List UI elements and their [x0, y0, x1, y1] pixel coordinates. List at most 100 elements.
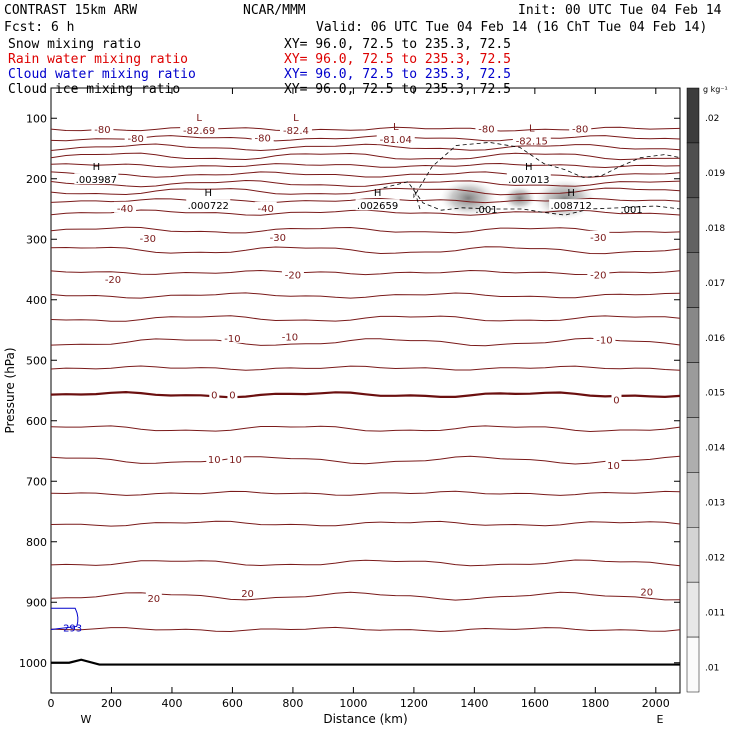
extremum-value: -82.4 [283, 126, 309, 137]
temperature-contour-line [50, 292, 681, 299]
x-tick-label: 800 [282, 697, 303, 710]
extremum-marker: L [293, 113, 299, 124]
x-tick-label: 400 [161, 697, 182, 710]
colorbar-label: .02 [705, 114, 719, 124]
field-name: Cloud ice mixing ratio [8, 82, 180, 97]
contour-label-bg [145, 592, 162, 604]
extremum-marker: L [196, 113, 202, 124]
contour-label-bg [281, 268, 304, 280]
contour-label-bg [114, 201, 137, 213]
colorbar-segment [686, 417, 700, 473]
contour-label-bg [605, 458, 622, 470]
temperature-contour-label: -30 [140, 234, 156, 245]
center-label: NCAR/MMM [243, 3, 306, 18]
snow-blob [503, 186, 536, 211]
cloud-ice-label: .001 [475, 205, 497, 216]
temperature-contour-line [50, 143, 681, 152]
colorbar-label: .012 [705, 553, 725, 563]
cloud-water-contour [50, 607, 79, 630]
temperature-contour-label: -40 [258, 204, 274, 215]
temperature-contour-label: -80 [255, 134, 271, 145]
y-tick-label: 800 [26, 536, 47, 549]
x-tick-label: 600 [222, 697, 243, 710]
colorbar-label: .019 [705, 169, 725, 179]
temperature-contour-line [50, 559, 681, 567]
extremum-value: .003987 [76, 175, 117, 186]
y-tick-label: 200 [26, 173, 47, 186]
contour-label-bg [221, 331, 244, 343]
colorbar-label: .015 [705, 389, 725, 399]
temperature-contour-label: -10 [282, 333, 298, 344]
colorbar: .02 .019 .018 .017 .016 .015 .014 .013 .012 .011.… [686, 85, 728, 693]
colorbar-segment [686, 87, 700, 144]
contour-label-bg [569, 122, 592, 134]
cloud-ice-contour [383, 141, 681, 216]
temperature-contour-line [50, 135, 681, 142]
temperature-contour-line [50, 591, 681, 601]
extremum-value: -82.15 [516, 136, 548, 147]
contour-label-bg [101, 273, 124, 285]
init-time: Init: 00 UTC Tue 04 Feb 14 [518, 3, 722, 18]
temperature-contour-label: -10 [596, 336, 612, 347]
colorbar-segment [686, 527, 700, 583]
temperature-contour-line [50, 152, 681, 161]
x-tick-label: 200 [101, 697, 122, 710]
extremum-value: .002659 [357, 201, 398, 212]
y-tick-label: 900 [26, 596, 47, 609]
field-xy: XY= 96.0, 72.5 to 235.3, 72.5 [284, 52, 511, 67]
x-tick-label: 1400 [460, 697, 488, 710]
plot-area: -80 -80 -80 -80 -80 -30 -30 -30 -40 -40 -20 -20 -20 -… [3, 87, 681, 726]
field-xy: XY= 96.0, 72.5 to 235.3, 72.5 [284, 67, 511, 82]
temperature-contour-label: -80 [128, 134, 144, 145]
extremum-marker: H [525, 162, 533, 173]
temperature-contour-label: 20 [640, 587, 653, 598]
extremum-label-bg [279, 124, 312, 136]
extremum-value: .008712 [550, 201, 591, 212]
east-label: E [657, 713, 664, 726]
field-xy: XY= 96.0, 72.5 to 235.3, 72.5 [284, 82, 511, 97]
contour-label-bg [227, 452, 244, 464]
temperature-contour-label: -20 [105, 275, 121, 286]
contour-label-bg [91, 123, 114, 135]
cloud-ice-contour-line [383, 181, 681, 216]
temperature-contour-line [50, 179, 681, 188]
contour-labels: -80 -80 -80 -80 -80 -30 -30 -30 -40 -40 -20 -20 -20 -… [63, 113, 655, 635]
x-tick-label: 1000 [339, 697, 367, 710]
contour-label-bg [638, 585, 655, 597]
contour-label-bg [251, 131, 274, 143]
colorbar-label: .011 [705, 608, 725, 618]
temperature-contour-line [50, 162, 681, 169]
temperature-contour-line [50, 226, 681, 234]
y-tick-label: 700 [26, 475, 47, 488]
colorbar-segment [686, 307, 700, 363]
extremum-label-bg [74, 173, 119, 185]
extremum-label-bg [512, 134, 551, 146]
extremum-label-bg [506, 173, 551, 185]
temperature-contour-line [50, 425, 681, 433]
temperature-contour-label: 20 [241, 589, 254, 600]
temperature-contour-line [50, 269, 681, 276]
figure-title: CONTRAST 15km ARW [4, 3, 137, 18]
extremum-label-bg [376, 133, 415, 145]
west-label: W [81, 713, 92, 726]
contour-label-bg [475, 122, 498, 134]
temperature-contour-label: -80 [572, 125, 588, 136]
contour-label-bg [124, 132, 147, 144]
y-tick-label: 100 [26, 112, 47, 125]
temperature-contour-label: 10 [208, 455, 221, 466]
colorbar-label: .01 [705, 663, 719, 673]
temperature-contour-line [50, 490, 681, 496]
y-tick-label: 600 [26, 415, 47, 428]
y-tick-label: 1000 [19, 657, 47, 670]
y-tick-label: 300 [26, 233, 47, 246]
temperature-contour-line [50, 455, 681, 465]
colorbar-segment [686, 472, 700, 528]
contour-label-bg [209, 388, 220, 400]
valid-time: Valid: 06 UTC Tue 04 Feb 14 (16 ChT Tue … [316, 20, 707, 35]
temperature-contour-line [50, 246, 681, 255]
temperature-contour-label: 20 [147, 594, 160, 605]
contour-label-bg [136, 232, 159, 244]
colorbar-segment [686, 197, 700, 253]
temperature-contour-label: -20 [590, 270, 606, 281]
x-tick-label: 1600 [521, 697, 549, 710]
